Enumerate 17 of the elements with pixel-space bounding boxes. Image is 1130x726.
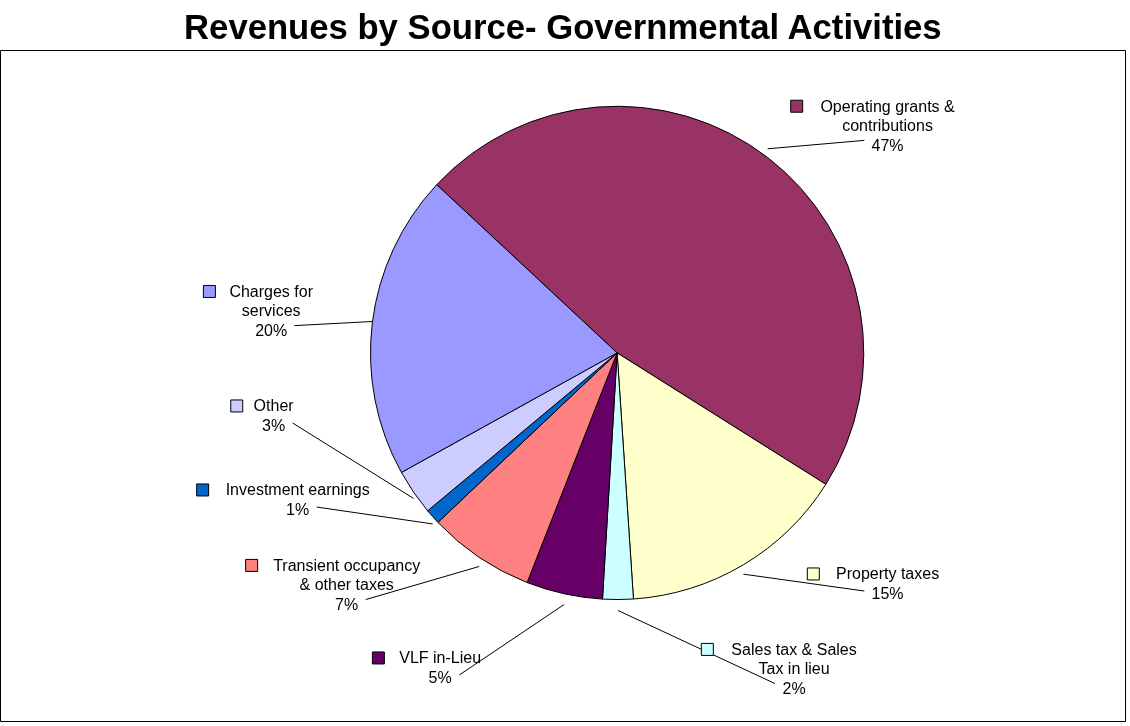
data-label: 3%: [262, 416, 286, 434]
legend-label: Operating grants & contributions: [820, 97, 956, 135]
data-label: 20%: [255, 322, 288, 340]
data-label: 47%: [871, 136, 904, 154]
legend-label: VLF in-Lieu: [399, 649, 482, 667]
data-label: 5%: [428, 668, 452, 686]
legend-label: Property taxes: [835, 565, 940, 583]
data-label: 15%: [871, 584, 904, 602]
chart-title: Revenues by Source- Governmental Activities: [184, 7, 942, 46]
data-label: 7%: [335, 595, 359, 613]
legend-label: Other: [253, 397, 295, 415]
data-label: 1%: [286, 500, 310, 518]
legend-label: Investment earnings: [225, 481, 370, 499]
legend-label: Sales tax & Sales Tax in lieu: [731, 640, 857, 678]
legend-label: Charges for services: [229, 282, 314, 320]
data-label: 2%: [782, 679, 806, 697]
legend-label: Transient occupancy & other taxes: [273, 556, 421, 594]
